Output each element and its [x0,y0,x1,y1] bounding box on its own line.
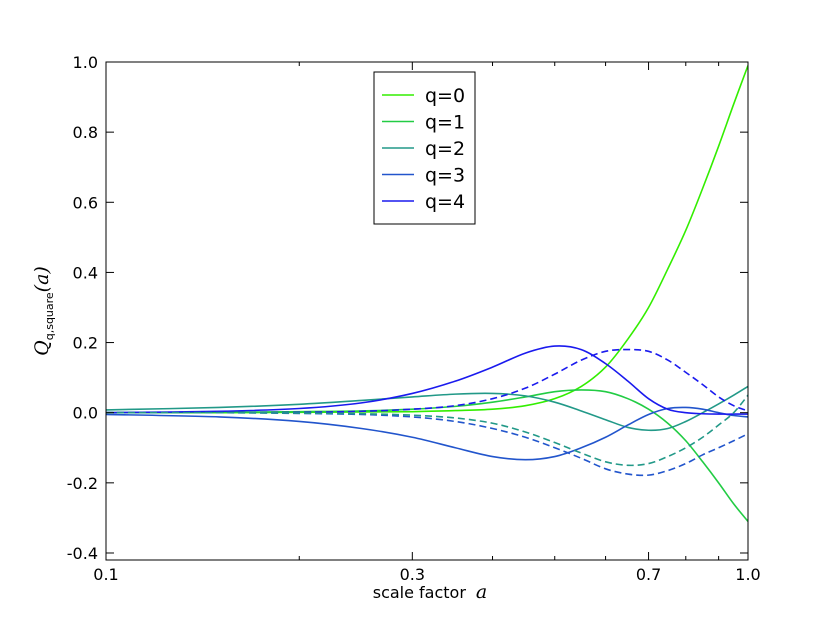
x-axis-label-var: a [476,581,487,603]
y-axis-ticks: -0.4 -0.2 0.0 0.2 0.4 0.6 0.8 1.0 [67,53,748,563]
y-tick-label: 0.4 [73,263,98,282]
y-axis-label-arg: (a) [31,266,53,292]
y-tick-label: 0.2 [73,334,98,353]
legend: q=0 q=1 q=2 q=3 q=4 [373,71,476,225]
series-line-q-2 [106,385,748,432]
legend-label: q=3 [425,165,465,187]
y-tick-label: 0.0 [73,404,98,423]
y-axis-label: Qq,square(a) [31,266,56,356]
y-tick-label: 0.6 [73,193,98,212]
y-axis-label-symbol: Q [31,340,53,356]
legend-label: q=4 [425,191,465,213]
series-line-q-4 [106,345,748,415]
legend-items: q=0 q=1 q=2 q=3 q=4 [382,85,465,213]
x-axis-label-text: scale factor [373,583,467,602]
series-line-dashed-6 [106,411,748,477]
series-line-dashed-7 [106,394,748,467]
x-tick-label: 0.3 [400,565,425,584]
y-tick-label: -0.2 [67,474,98,493]
legend-label: q=2 [425,138,465,160]
legend-label: q=0 [425,85,465,107]
y-tick-label: 0.8 [73,123,98,142]
plot-frame [105,61,749,561]
series-line-q-0 [106,65,748,414]
series-line-dashed-5 [106,348,748,414]
series-line-q-1 [106,389,748,522]
x-tick-label: 0.1 [93,565,118,584]
legend-label: q=1 [425,112,465,134]
x-tick-label: 0.7 [636,565,661,584]
y-tick-label: 1.0 [73,53,98,72]
plot-lines [106,65,748,522]
x-axis-label: scale factor a [373,581,488,603]
y-tick-label: -0.4 [67,544,98,563]
x-axis-ticks: 0.1 0.3 0.7 1.0 [93,62,761,584]
y-axis-label-subscript: q,square [43,292,56,340]
series-line-q-3 [106,406,748,461]
x-tick-label: 1.0 [735,565,760,584]
